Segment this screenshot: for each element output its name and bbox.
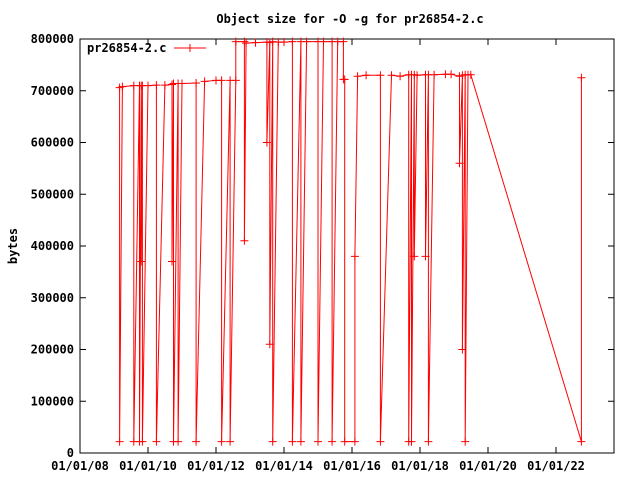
- data-point-marker: [226, 437, 235, 446]
- data-point-marker: [265, 340, 274, 349]
- data-point-marker: [339, 37, 348, 46]
- data-point-marker: [144, 81, 152, 90]
- legend-marker: [186, 44, 194, 52]
- data-point-marker: [168, 257, 176, 266]
- x-tick-label: 01/01/22: [527, 459, 585, 473]
- data-point-marker: [192, 437, 201, 446]
- data-point-marker: [152, 81, 161, 90]
- data-point-marker: [174, 437, 183, 446]
- data-point-marker: [410, 252, 419, 261]
- data-point-marker: [396, 72, 405, 81]
- x-tick-label: 01/01/08: [51, 459, 109, 473]
- data-point-marker: [217, 76, 226, 85]
- series-layer: [119, 41, 582, 443]
- x-tick-label: 01/01/14: [255, 459, 313, 473]
- y-tick-label: 100000: [31, 394, 74, 408]
- data-point-marker: [407, 437, 416, 446]
- data-point-marker: [168, 80, 176, 89]
- data-point-marker: [240, 236, 249, 245]
- data-point-marker: [455, 159, 464, 168]
- data-point-marker: [242, 39, 251, 48]
- chart-title: Object size for -O -g for pr26854-2.c: [216, 12, 483, 26]
- data-point-marker: [350, 252, 359, 261]
- data-point-marker: [424, 437, 433, 446]
- data-point-marker: [192, 79, 201, 87]
- data-point-marker: [160, 81, 169, 90]
- data-point-marker: [288, 37, 297, 46]
- data-point-marker: [231, 37, 240, 46]
- x-tick-label: 01/01/12: [187, 459, 245, 473]
- plot-frame: [79, 38, 615, 454]
- data-point-marker: [376, 437, 385, 446]
- data-point-marker: [340, 437, 349, 446]
- data-point-marker: [362, 71, 371, 80]
- data-point-marker: [447, 70, 456, 79]
- data-point-marker: [577, 437, 586, 446]
- data-point-marker: [251, 38, 260, 47]
- data-point-marker: [138, 437, 147, 446]
- data-point-marker: [353, 72, 362, 81]
- data-point-marker: [302, 37, 311, 46]
- legend: pr26854-2.c: [87, 41, 206, 55]
- data-point-marker: [458, 345, 467, 354]
- data-point-marker: [240, 37, 249, 46]
- y-axis-ticks: 0 100000 200000 300000 400000 500000 600000 700…: [31, 32, 614, 460]
- data-point-marker: [115, 437, 124, 446]
- data-point-marker: [268, 437, 277, 446]
- data-point-marker: [200, 77, 209, 86]
- data-point-marker: [350, 437, 359, 446]
- data-point-marker: [217, 437, 226, 446]
- data-point-marker: [118, 82, 127, 91]
- data-point-marker: [430, 70, 439, 79]
- marker-layer: [115, 37, 586, 446]
- data-point-marker: [328, 437, 337, 446]
- data-point-marker: [262, 138, 271, 147]
- y-axis-label: bytes: [6, 228, 20, 264]
- y-tick-label: 800000: [31, 32, 74, 46]
- data-point-marker: [421, 252, 430, 261]
- x-axis-ticks: 01/01/08 01/01/10 01/01/12 01/01/14 01/01/16…: [51, 39, 585, 473]
- y-tick-label: 0: [67, 446, 74, 460]
- data-point-marker: [376, 71, 385, 80]
- series-line: [119, 41, 582, 443]
- data-point-marker: [319, 37, 328, 46]
- y-tick-label: 400000: [31, 239, 74, 253]
- data-point-marker: [296, 437, 305, 446]
- data-point-marker: [314, 437, 322, 446]
- y-tick-label: 600000: [31, 136, 74, 150]
- data-point-marker: [152, 437, 161, 446]
- y-tick-label: 300000: [31, 291, 74, 305]
- y-tick-label: 500000: [31, 187, 74, 201]
- y-tick-label: 700000: [31, 84, 74, 98]
- axes: [79, 38, 615, 454]
- data-point-marker: [466, 70, 475, 79]
- y-tick-label: 200000: [31, 343, 74, 357]
- data-point-marker: [231, 76, 240, 85]
- data-point-marker: [340, 75, 349, 84]
- data-point-marker: [413, 71, 422, 80]
- data-point-marker: [137, 257, 146, 266]
- x-tick-label: 01/01/10: [119, 459, 177, 473]
- data-point-marker: [288, 437, 297, 446]
- x-tick-label: 01/01/20: [459, 459, 517, 473]
- x-tick-label: 01/01/16: [323, 459, 381, 473]
- data-point-marker: [387, 71, 396, 80]
- data-point-marker: [461, 437, 470, 446]
- data-point-marker: [178, 79, 186, 88]
- data-point-marker: [577, 73, 586, 82]
- legend-label: pr26854-2.c: [87, 41, 166, 55]
- x-tick-label: 01/01/18: [391, 459, 449, 473]
- data-point-marker: [280, 38, 288, 47]
